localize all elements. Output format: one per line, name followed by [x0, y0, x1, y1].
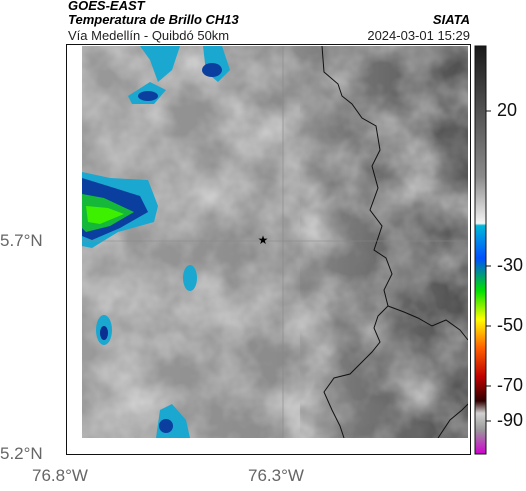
title-product: Temperatura de Brillo CH13: [68, 12, 239, 27]
colorbar-label: 20: [497, 100, 518, 120]
source-label: SIATA: [432, 12, 470, 27]
lon-tick-label: 76.3°W: [248, 466, 304, 485]
cold-cloud-small: [96, 265, 197, 438]
colorbar: [474, 45, 487, 455]
boundary-line-se: [437, 403, 468, 438]
subtitle-road: Vía Medellín - Quibdó 50km: [68, 28, 230, 43]
lat-tick-label: 5.2°N: [0, 444, 43, 463]
colorbar-label: -90: [497, 410, 524, 430]
title-satellite: GOES-EAST: [68, 0, 145, 13]
cold-cloud-west: [82, 172, 158, 248]
boundary-line-east: [387, 305, 468, 341]
timestamp-label: 2024-03-01 15:29: [367, 28, 470, 43]
colorbar-ticks: [486, 110, 491, 422]
colorbar-label: -30: [497, 255, 524, 275]
lon-tick-label: 76.8°W: [32, 466, 88, 485]
cold-cloud-nw: [128, 46, 230, 104]
map-frame: [66, 44, 471, 455]
colorbar-label: -70: [497, 375, 524, 395]
lat-tick-label: 5.7°N: [0, 231, 43, 250]
dark-texture: [300, 46, 468, 438]
star-marker: ★: [258, 233, 269, 247]
boundary-line: [321, 46, 393, 438]
colorbar-label: -50: [497, 315, 524, 335]
